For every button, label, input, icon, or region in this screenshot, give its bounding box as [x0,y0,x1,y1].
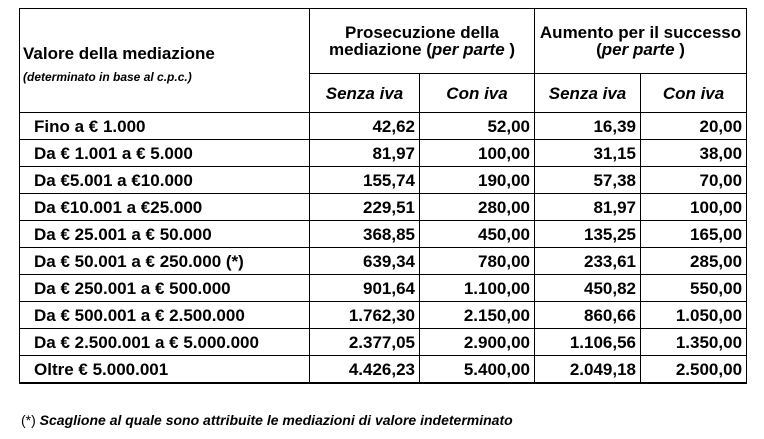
aumento-senza-iva: 135,25 [534,220,642,248]
aumento-header-open: ( [596,40,602,59]
table-row: Da € 250.001 a € 500.000 901,64 1.100,00… [19,274,748,302]
prosecuzione-con-iva: 190,00 [418,166,536,194]
prosecuzione-con-iva: 450,00 [418,220,536,248]
value-column-subtitle: (determinato in base al c.p.c.) [23,69,192,84]
prosecuzione-senza-iva-header: Senza iva [309,73,420,113]
prosecuzione-con-iva: 5.400,00 [418,355,536,384]
footnote-mark: (*) [21,412,36,428]
aumento-senza-iva: 2.049,18 [534,355,642,384]
table-row: Da € 2.500.001 a € 5.000.000 2.377,05 2.… [19,328,748,356]
prosecuzione-senza-iva: 229,51 [309,193,420,221]
value-range: Da € 25.001 a € 50.000 [19,220,310,248]
value-column-title: Valore della mediazione [23,43,215,63]
prosecuzione-senza-iva: 81,97 [309,139,420,167]
prosecuzione-senza-iva: 42,62 [309,112,420,140]
value-range: Da € 1.001 a € 5.000 [19,139,310,167]
table-row: Da € 500.001 a € 2.500.000 1.762,30 2.15… [19,301,748,329]
aumento-senza-iva: 16,39 [534,112,642,140]
aumento-con-iva: 20,00 [640,112,748,140]
prosecuzione-header-close: ) [504,40,516,59]
footnote-text: Scaglione al quale sono attribuite le me… [39,412,513,428]
aumento-per-parte: per parte [601,40,675,59]
aumento-con-iva: 165,00 [640,220,748,248]
aumento-group-header: Aumento per il successo (per parte ) [534,8,748,74]
aumento-senza-iva-header: Senza iva [534,73,642,113]
aumento-con-iva: 1.050,00 [640,301,748,329]
table-row: Da €10.001 a €25.000 229,51 280,00 81,97… [19,193,748,221]
prosecuzione-con-iva: 2.150,00 [418,301,536,329]
aumento-con-iva: 1.350,00 [640,328,748,356]
prosecuzione-senza-iva: 2.377,05 [309,328,420,356]
aumento-con-iva-header: Con iva [640,73,748,113]
aumento-senza-iva: 450,82 [534,274,642,302]
aumento-senza-iva: 1.106,56 [534,328,642,356]
prosecuzione-con-iva: 52,00 [418,112,536,140]
value-range: Da € 250.001 a € 500.000 [19,274,310,302]
table-row: Fino a € 1.000 42,62 52,00 16,39 20,00 [19,112,748,140]
table-row: Da € 1.001 a € 5.000 81,97 100,00 31,15 … [19,139,748,167]
prosecuzione-header-line2: mediazione ( [328,40,432,59]
aumento-con-iva: 2.500,00 [640,355,748,384]
aumento-con-iva: 100,00 [640,193,748,221]
footnote: (*) Scaglione al quale sono attribuite l… [21,412,513,428]
aumento-senza-iva: 860,66 [534,301,642,329]
prosecuzione-con-iva: 780,00 [418,247,536,275]
value-range: Da € 50.001 a € 250.000 (*) [19,247,310,275]
table-row: Da €5.001 a €10.000 155,74 190,00 57,38 … [19,166,748,194]
prosecuzione-senza-iva: 639,34 [309,247,420,275]
table-row: Da € 25.001 a € 50.000 368,85 450,00 135… [19,220,748,248]
aumento-senza-iva: 31,15 [534,139,642,167]
value-range: Da € 2.500.001 a € 5.000.000 [19,328,310,356]
aumento-senza-iva: 57,38 [534,166,642,194]
prosecuzione-con-iva-header: Con iva [418,73,536,113]
table-row: Da € 50.001 a € 250.000 (*) 639,34 780,0… [19,247,748,275]
aumento-con-iva: 285,00 [640,247,748,275]
value-range: Fino a € 1.000 [19,112,310,140]
fee-table: Valore della mediazione (determinato in … [19,8,748,384]
value-range: Da €10.001 a €25.000 [19,193,310,221]
aumento-senza-iva: 233,61 [534,247,642,275]
aumento-con-iva: 70,00 [640,166,748,194]
prosecuzione-con-iva: 100,00 [418,139,536,167]
prosecuzione-con-iva: 2.900,00 [418,328,536,356]
value-range: Da €5.001 a €10.000 [19,166,310,194]
value-column-header: Valore della mediazione (determinato in … [19,8,310,113]
prosecuzione-con-iva: 280,00 [418,193,536,221]
prosecuzione-header-line1: Prosecuzione della [345,23,499,42]
aumento-senza-iva: 81,97 [534,193,642,221]
prosecuzione-senza-iva: 1.762,30 [309,301,420,329]
value-range: Oltre € 5.000.001 [19,355,310,384]
aumento-con-iva: 550,00 [640,274,748,302]
prosecuzione-con-iva: 1.100,00 [418,274,536,302]
aumento-header-line1: Aumento per il successo [539,23,742,42]
prosecuzione-group-header: Prosecuzione della mediazione (per parte… [308,8,536,74]
table-row: Oltre € 5.000.001 4.426,23 5.400,00 2.04… [19,355,748,384]
value-range: Da € 500.001 a € 2.500.000 [19,301,310,329]
prosecuzione-senza-iva: 155,74 [309,166,420,194]
prosecuzione-per-parte: per parte [431,40,505,59]
aumento-header-close: ) [674,40,685,59]
aumento-con-iva: 38,00 [640,139,748,167]
prosecuzione-senza-iva: 4.426,23 [309,355,420,384]
prosecuzione-senza-iva: 901,64 [309,274,420,302]
prosecuzione-senza-iva: 368,85 [309,220,420,248]
